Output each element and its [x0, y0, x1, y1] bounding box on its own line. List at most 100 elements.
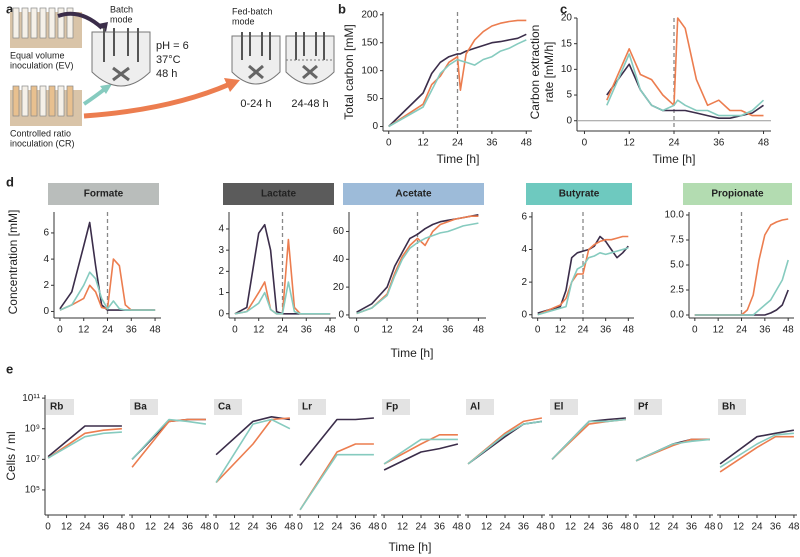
series-line — [215, 418, 291, 484]
arrow-head — [98, 22, 108, 32]
y-tick-label: 0 — [218, 308, 224, 319]
series-line — [606, 53, 765, 117]
x-tick-label: 36 — [600, 325, 612, 336]
series-line — [467, 420, 543, 465]
x-tick-label: 48 — [149, 325, 161, 336]
condition: pH = 6 — [156, 40, 189, 52]
y-tick-label: 0 — [43, 306, 49, 317]
x-tick-label: 36 — [350, 522, 362, 533]
arrow-head — [224, 78, 240, 92]
chart-title: Propionate — [711, 189, 764, 200]
x-tick-label: 24 — [577, 325, 589, 336]
x-tick-label: 12 — [555, 325, 567, 336]
vessel-inserts — [241, 32, 325, 60]
vessel-inserts — [103, 28, 139, 62]
chart-title: Ca — [218, 402, 231, 413]
series-line — [47, 431, 122, 459]
y-tick-label: 3 — [218, 245, 224, 256]
y-tick-label: 4 — [43, 254, 49, 265]
series-line — [234, 281, 331, 315]
x-tick-label: 24 — [668, 138, 680, 149]
title-box — [550, 399, 578, 415]
series-line — [635, 438, 710, 462]
condition: 48 h — [156, 68, 177, 80]
phase-label: 24-48 h — [291, 98, 328, 110]
chart-title: Butyrate — [559, 189, 600, 200]
series-line — [383, 438, 458, 465]
y-tick-label: 0 — [566, 115, 572, 126]
x-tick-label: 24 — [667, 522, 679, 533]
y-tick-label: 200 — [361, 9, 378, 20]
y-axis-label: Total carbon [mM] — [342, 24, 356, 119]
stirrer — [112, 66, 130, 82]
y-tick-label: 10.0 — [665, 210, 685, 221]
y-tick-label: 2 — [43, 280, 49, 291]
chart-title: Ba — [134, 402, 147, 413]
x-tick-label: 36 — [713, 138, 725, 149]
x-tick-label: 24 — [277, 325, 289, 336]
chart-title: El — [554, 402, 564, 413]
y-tick-label: 0.0 — [670, 310, 684, 321]
chart-title: Lr — [302, 402, 312, 413]
x-tick-label: 12 — [78, 325, 90, 336]
x-tick-label: 48 — [521, 138, 533, 149]
y-tick-label: 0 — [521, 309, 527, 320]
x-tick-label: 12 — [733, 522, 745, 533]
x-tick-label: 36 — [182, 522, 194, 533]
y-tick-label: 10⁷ — [25, 454, 40, 465]
x-tick-label: 0 — [549, 522, 555, 533]
x-tick-label: 0 — [381, 522, 387, 533]
series-line — [299, 453, 374, 511]
series-line — [388, 19, 527, 128]
series-line — [356, 222, 479, 315]
x-tick-label: 24 — [736, 325, 748, 336]
ev-label: Equal volume — [10, 50, 65, 60]
y-tick-label: 2 — [521, 277, 527, 288]
x-tick-label: 36 — [266, 522, 278, 533]
x-tick-label: 36 — [686, 522, 698, 533]
fed-batch-label: mode — [232, 16, 255, 26]
title-box — [718, 399, 746, 415]
panel-label: d — [6, 174, 14, 189]
series-line — [383, 443, 459, 471]
y-axis-label: Concentration [mM] — [6, 210, 20, 315]
chart-title: Formate — [84, 189, 124, 200]
series-line — [47, 425, 122, 458]
series-line — [299, 443, 374, 511]
chart-title: Al — [470, 402, 480, 413]
cr-label: Controlled ratio — [10, 128, 71, 138]
x-tick-label: 36 — [98, 522, 110, 533]
x-tick-label: 24 — [583, 522, 595, 533]
y-tick-label: 5 — [566, 90, 572, 101]
batch-label: Batch — [110, 4, 133, 14]
title-box — [382, 399, 410, 415]
x-tick-label: 12 — [397, 522, 409, 533]
arrow — [57, 11, 104, 30]
x-tick-label: 0 — [232, 325, 238, 336]
series-line — [388, 39, 527, 128]
y-tick-label: 10⁵ — [25, 485, 40, 496]
series-line — [467, 420, 543, 465]
x-tick-label: 0 — [692, 325, 698, 336]
series-line — [719, 435, 794, 473]
x-tick-label: 48 — [620, 522, 632, 533]
x-axis-label: Time [h] — [389, 540, 432, 554]
stirrer — [248, 64, 318, 80]
x-tick-label: 0 — [465, 522, 471, 533]
series-line — [47, 427, 122, 459]
x-tick-label: 48 — [536, 522, 548, 533]
x-tick-label: 48 — [116, 522, 128, 533]
y-tick-label: 2 — [218, 266, 224, 277]
x-tick-label: 24 — [163, 522, 175, 533]
phase-label: 0-24 h — [240, 98, 271, 110]
series-line — [59, 271, 156, 311]
series-line — [537, 235, 629, 316]
series-line — [467, 417, 543, 465]
x-tick-label: 48 — [324, 325, 336, 336]
y-tick-label: 5.0 — [670, 260, 684, 271]
x-tick-label: 12 — [713, 325, 725, 336]
y-tick-label: 150 — [361, 37, 378, 48]
x-tick-label: 36 — [770, 522, 782, 533]
x-tick-label: 36 — [486, 138, 498, 149]
y-tick-label: 7.5 — [670, 235, 684, 246]
